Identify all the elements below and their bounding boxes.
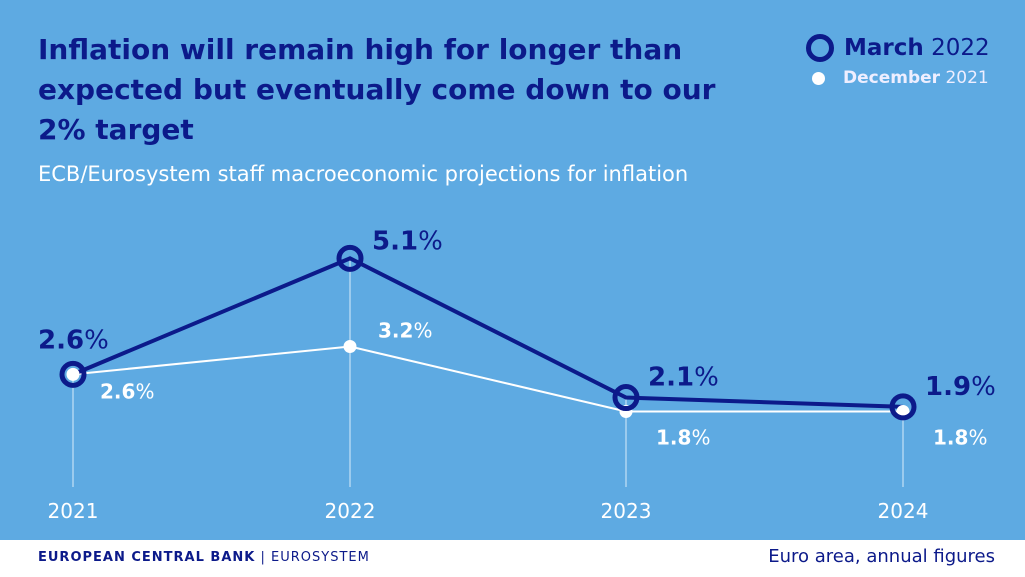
march-2022-point: [59, 360, 87, 388]
ecb-logo-text: EUROPEAN CENTRAL BANK | EUROSYSTEM: [38, 550, 370, 565]
march-2022-point: [336, 244, 364, 272]
chart-title: Inflation will remain high for longer th…: [38, 33, 716, 146]
x-tick-label: 2022: [325, 499, 376, 523]
legend-label-bold: December: [843, 68, 941, 88]
legend-label-year: 2022: [931, 35, 990, 61]
march-2022-line: [72, 256, 904, 409]
march-2022-data-label: 5.1%: [372, 226, 443, 256]
december-2021-point: [343, 340, 357, 354]
march-2022-data-label: 2.6%: [38, 325, 109, 355]
december-2021-data-label: 2.6%: [100, 379, 154, 403]
march-2022-data-label: 2.1%: [648, 363, 719, 393]
december-2021-point: [66, 367, 80, 381]
legend-label-year: 2021: [945, 68, 989, 88]
legend-item-march-2022: March 2022: [806, 34, 990, 62]
december-2021-data-label: 1.8%: [656, 425, 710, 449]
line-chart: 2021 2022 2023 2024 2.6% 5.1% 2.1% 1.9% 2.6% 3.2%…: [38, 226, 996, 523]
x-tick-label: 2024: [878, 499, 929, 523]
x-tick-label: 2021: [48, 499, 99, 523]
legend-label-bold: March: [844, 35, 924, 61]
chart-subtitle: ECB/Eurosystem staff macroeconomic proje…: [38, 162, 689, 186]
legend: March 2022 December 2021: [806, 34, 990, 88]
march-2022-data-label: 1.9%: [925, 372, 996, 402]
march-2022-point: [612, 384, 640, 412]
december-2021-line: [72, 345, 903, 413]
march-2022-point: [889, 393, 917, 421]
ring-marker-icon: [806, 34, 834, 62]
dot-marker-icon: [812, 71, 825, 85]
legend-item-december-2021: December 2021: [806, 68, 990, 88]
december-2021-data-label: 1.8%: [933, 425, 987, 449]
footer-note: Euro area, annual figures: [768, 546, 995, 567]
x-tick-label: 2023: [601, 499, 652, 523]
december-2021-data-label: 3.2%: [378, 319, 432, 343]
footer: EUROPEAN CENTRAL BANK | EUROSYSTEM Euro …: [0, 540, 1025, 577]
